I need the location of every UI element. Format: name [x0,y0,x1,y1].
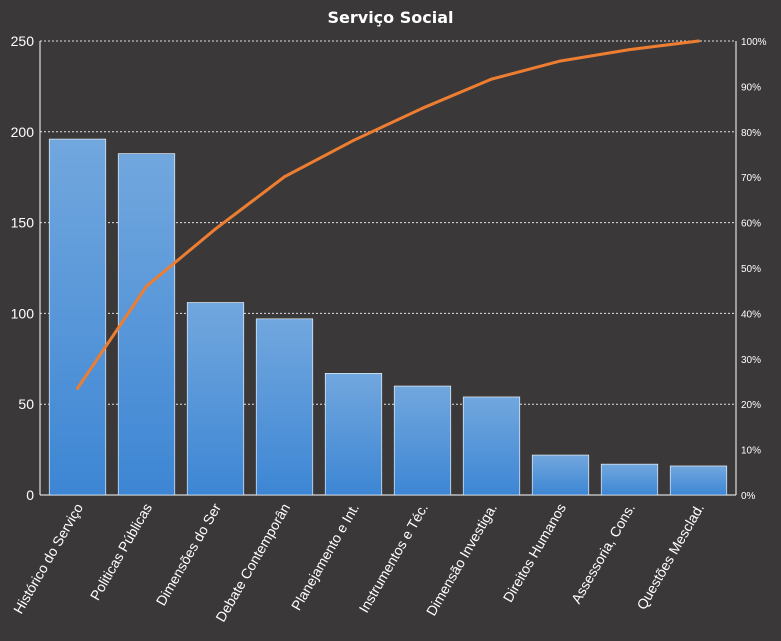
line-point [490,77,493,81]
x-category-label: Histórico do Serviço [10,500,86,616]
y-tick-label: 0 [26,487,34,503]
y2-axis-ticks: 0% 10% 20% 30% 40% 50% 60% 70% 80% 90% 100% [741,37,767,502]
line-point [76,386,79,390]
x-category-label: Questões Mesclad. [633,501,707,613]
bar [117,153,176,496]
x-category-label: Assessoria, Cons. [568,501,638,607]
x-category-label: Dimensão Investiga. [423,501,500,619]
y-axis-ticks: 0 50 100 150 200 250 [11,33,35,503]
x-axis-labels: Histórico do Serviço Politicas PúblicasDi… [10,500,707,624]
y-tick-label: 150 [11,215,35,231]
bar [462,396,521,496]
y2-tick-label: 0% [741,491,756,502]
y-tick-label: 250 [11,33,35,49]
y2-tick-label: 30% [741,355,761,366]
bar [324,373,383,496]
bar [255,318,314,496]
y2-tick-label: 10% [741,446,761,457]
line-point [697,39,700,43]
bars [48,138,728,496]
y2-tick-label: 40% [741,309,761,320]
bar [48,138,107,496]
x-category-label: Instrumentos e Téc. [356,501,432,616]
bar [393,385,452,496]
line-point [352,138,355,142]
cumulative-line-path [76,39,700,390]
line-point [283,175,286,179]
y-tick-label: 200 [11,124,35,140]
cumulative-line [76,39,700,390]
y2-tick-label: 20% [741,400,761,411]
x-category-label: Politicas Públicas [87,501,155,603]
bar [186,302,245,496]
x-category-label: Dimensões do Ser [153,500,225,608]
chart-title: Serviço Social [327,8,454,27]
y-tick-label: 50 [18,396,34,412]
x-category-label: Debate Contemporân [212,501,293,625]
y2-tick-label: 60% [741,219,761,230]
line-point [214,227,217,231]
y2-tick-label: 100% [741,37,767,48]
y2-tick-label: 90% [741,82,761,93]
x-category-label: Direitos Humanos [500,501,569,605]
bar [600,463,659,496]
x-category-label: Planejamento e Int. [288,501,362,613]
bar [669,465,728,496]
y-tick-label: 100 [11,305,35,321]
line-point [559,59,562,63]
line-point [421,106,424,110]
y2-tick-label: 50% [741,264,761,275]
line-point [145,284,148,288]
line-point [628,48,631,52]
y2-tick-label: 80% [741,128,761,139]
y2-tick-label: 70% [741,173,761,184]
bar [531,454,590,496]
